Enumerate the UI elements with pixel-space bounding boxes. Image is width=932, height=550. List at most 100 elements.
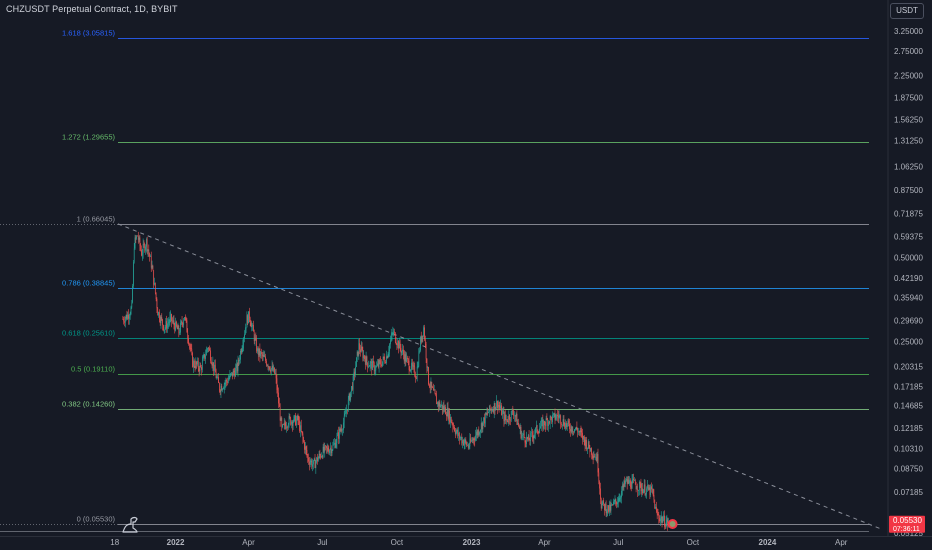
candle-body	[254, 337, 256, 342]
candle-body	[303, 438, 305, 442]
candle-body	[257, 348, 258, 352]
candle-body	[411, 362, 413, 367]
candle-body	[302, 433, 304, 439]
candle-body	[532, 435, 534, 439]
time-axis[interactable]: 18 2022 Apr Jul Oct 2023 Apr Jul Oct 2024 Apr	[110, 538, 847, 547]
candle-body	[133, 262, 134, 286]
candle-body	[194, 366, 196, 368]
candle-body	[635, 484, 637, 490]
candle-body	[519, 426, 521, 429]
candle-body	[142, 244, 144, 254]
candle-body	[236, 364, 238, 372]
price-axis[interactable]: 4.000003.250002.750002.250001.875001.562…	[894, 2, 923, 538]
candle-body	[129, 314, 131, 317]
candle-body	[642, 488, 643, 494]
candle-body	[146, 239, 148, 251]
candle-body	[602, 500, 604, 504]
candle-body	[377, 363, 378, 366]
fib-level-label: 0.382 (0.14260)	[62, 400, 115, 409]
candle-body	[176, 326, 178, 330]
candle-body	[240, 350, 241, 360]
candle-body	[196, 361, 197, 365]
candle-body	[400, 348, 402, 353]
descending-trendline[interactable]	[117, 223, 882, 530]
candle-body	[291, 421, 292, 425]
candle-body	[595, 456, 596, 458]
fib-retracement[interactable]: 1.618 (3.05815) 1.272 (1.29655) 1 (0.66045…	[0, 29, 869, 532]
candle-body	[339, 428, 341, 431]
candle-body	[210, 360, 212, 364]
candle-body	[239, 359, 240, 362]
candle-body	[305, 446, 307, 450]
candle-body	[647, 485, 648, 489]
fib-level-label: 0 (0.05530)	[77, 515, 116, 524]
candle-body	[468, 446, 470, 448]
candle-body	[150, 255, 151, 257]
candle-body	[244, 328, 246, 335]
candle-body	[151, 265, 153, 268]
candle-body	[492, 409, 493, 411]
candle-body	[271, 366, 273, 369]
candle-body	[540, 426, 541, 429]
candle-body	[294, 415, 296, 417]
candle-body	[287, 424, 289, 428]
price-tick-label: 0.05125	[894, 529, 923, 538]
candle-body	[366, 356, 368, 363]
candle-body	[444, 407, 446, 411]
candle-body	[632, 478, 634, 480]
candle-body	[231, 372, 233, 377]
candle-body	[219, 390, 221, 393]
candle-body	[651, 488, 653, 490]
candle-body	[126, 314, 128, 319]
candle-body	[275, 373, 277, 379]
candle-body	[181, 321, 183, 324]
candle-body	[578, 431, 580, 433]
candle-body	[527, 436, 528, 440]
candle-body	[165, 321, 167, 328]
candle-body	[633, 478, 635, 481]
candle-body	[262, 355, 264, 357]
tradingview-logo-icon[interactable]	[122, 516, 138, 533]
candle-body	[546, 418, 548, 420]
symbol-title[interactable]: CHZUSDT Perpetual Contract, 1D, BYBIT	[6, 4, 178, 14]
candle-body	[479, 432, 480, 435]
candle-body	[463, 440, 464, 446]
candle-body	[621, 485, 623, 491]
candle-body	[538, 432, 540, 434]
candle-body	[408, 360, 410, 370]
candle-body	[185, 317, 187, 321]
candle-body	[549, 416, 551, 424]
price-tick-label: 1.87500	[894, 94, 923, 103]
fib-level-label: 1.272 (1.29655)	[62, 133, 115, 142]
candle-body	[351, 386, 353, 390]
candle-body	[281, 417, 283, 428]
candle-body	[436, 396, 437, 405]
candle-body	[416, 377, 417, 379]
candle-body	[638, 481, 640, 490]
candle-body	[229, 374, 231, 379]
candle-body	[473, 438, 475, 440]
candle-body	[511, 410, 513, 412]
candle-body	[510, 419, 511, 421]
candle-body	[402, 349, 403, 352]
candle-body	[569, 423, 570, 429]
candle-body	[152, 265, 154, 271]
candle-body	[405, 354, 407, 362]
currency-unit-button[interactable]: USDT	[890, 3, 924, 19]
candle-body	[534, 433, 536, 436]
candle-body	[309, 462, 311, 465]
trendline-layer[interactable]	[117, 223, 882, 530]
candle-body	[563, 419, 565, 426]
candle-body	[362, 350, 364, 359]
candle-body	[487, 412, 489, 414]
candle-body	[495, 407, 497, 411]
candle-body	[382, 356, 384, 362]
candle-body	[574, 429, 576, 430]
candle-body	[134, 237, 136, 249]
candle-body	[557, 416, 559, 418]
candle-body	[336, 435, 338, 443]
candle-body	[417, 366, 419, 368]
candle-body	[349, 393, 351, 401]
